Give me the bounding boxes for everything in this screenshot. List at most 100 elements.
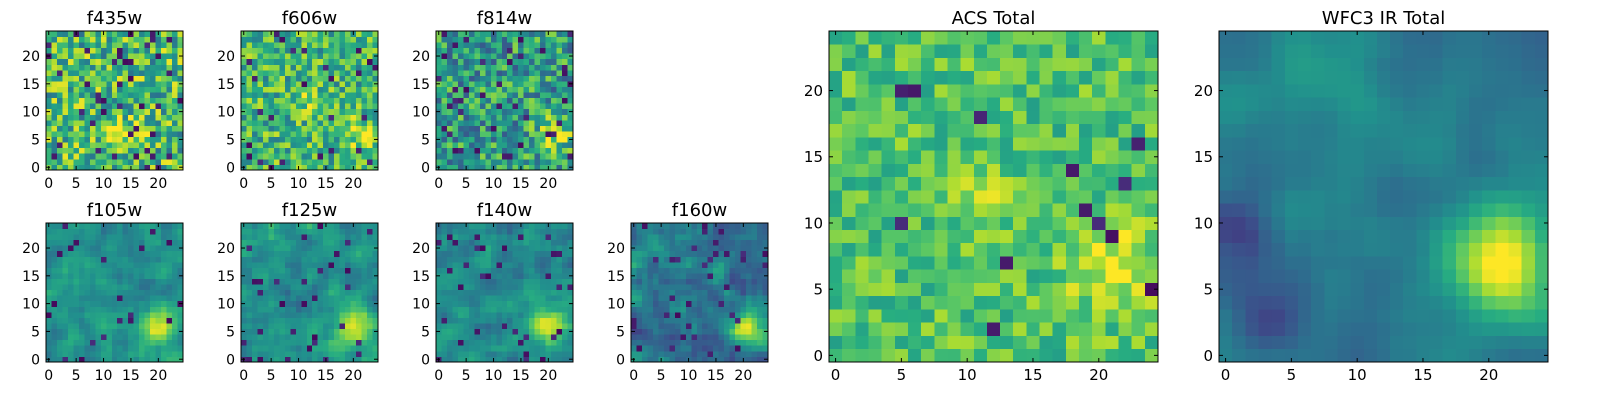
heatmap-cell [106, 148, 112, 154]
heatmap-cell [441, 234, 447, 240]
heatmap-cell [139, 240, 145, 246]
heatmap-cell [79, 148, 85, 154]
heatmap-cell [529, 142, 535, 148]
heatmap-cell [123, 31, 129, 37]
heatmap-cell [246, 31, 252, 37]
heatmap-cell [658, 279, 664, 285]
heatmap-cell [680, 240, 686, 246]
heatmap-cell [345, 273, 351, 279]
heatmap-cell [334, 53, 340, 59]
heatmap-cell [329, 301, 335, 307]
heatmap-cell [356, 290, 362, 296]
heatmap-cell [290, 148, 296, 154]
heatmap-cell [134, 279, 140, 285]
heatmap-cell [921, 163, 935, 177]
heatmap-cell [312, 109, 318, 115]
heatmap-cell [631, 312, 637, 318]
heatmap-cell [491, 279, 497, 285]
heatmap-cell [664, 284, 670, 290]
heatmap-cell [513, 159, 519, 165]
heatmap-cell [441, 279, 447, 285]
heatmap-cell [285, 92, 291, 98]
heatmap-cell [79, 75, 85, 81]
heatmap-cell [436, 351, 442, 357]
heatmap-cell [307, 153, 313, 159]
heatmap-cell [447, 53, 453, 59]
heatmap-cell [708, 223, 714, 229]
heatmap-cell [128, 48, 134, 54]
heatmap-cell [279, 240, 285, 246]
heatmap-cell [241, 234, 247, 240]
y-tick-label: 5 [31, 324, 40, 340]
heatmap-cell [345, 137, 351, 143]
heatmap-cell [318, 159, 324, 165]
heatmap-cell [491, 256, 497, 262]
heatmap-cell [686, 318, 692, 324]
heatmap-cell [150, 59, 156, 65]
heatmap-cell [491, 334, 497, 340]
heatmap-cell [529, 340, 535, 346]
heatmap-cell [73, 273, 79, 279]
heatmap-cell [735, 234, 741, 240]
heatmap-cell [447, 306, 453, 312]
heatmap-cell [172, 223, 178, 229]
heatmap-cell [79, 334, 85, 340]
heatmap-cell [474, 31, 480, 37]
heatmap-cell [150, 37, 156, 43]
heatmap-cell [974, 256, 988, 270]
heatmap-cell [90, 345, 96, 351]
heatmap-cell [730, 334, 736, 340]
heatmap-cell [752, 351, 758, 357]
heatmap-cell [829, 163, 843, 177]
heatmap-cell [507, 37, 513, 43]
heatmap-cell [675, 312, 681, 318]
heatmap-cell [285, 103, 291, 109]
heatmap-cell [112, 267, 118, 273]
heatmap-cell [106, 59, 112, 65]
heatmap-cell [145, 31, 151, 37]
heatmap-cell [307, 92, 313, 98]
heatmap-cell [340, 103, 346, 109]
heatmap-cell [513, 234, 519, 240]
heatmap-cell [1132, 163, 1146, 177]
heatmap-cell [274, 273, 280, 279]
heatmap-cell [485, 306, 491, 312]
heatmap-cell [362, 262, 368, 268]
heatmap-cell [296, 267, 302, 273]
heatmap-cell [307, 340, 313, 346]
heatmap-cell [664, 290, 670, 296]
heatmap-cell [524, 87, 530, 93]
heatmap-cell [290, 245, 296, 251]
heatmap-cell [112, 48, 118, 54]
heatmap-cell [274, 223, 280, 229]
heatmap-cell [112, 273, 118, 279]
heatmap-cell [340, 301, 346, 307]
heatmap-cell [279, 306, 285, 312]
heatmap-cell [106, 345, 112, 351]
heatmap-cell [134, 42, 140, 48]
heatmap-cell [351, 75, 357, 81]
heatmap-cell [150, 323, 156, 329]
heatmap-cell [117, 48, 123, 54]
heatmap-cell [318, 284, 324, 290]
heatmap-cell [480, 334, 486, 340]
heatmap-cell [62, 318, 68, 324]
heatmap-cell [90, 48, 96, 54]
heatmap-cell [90, 329, 96, 335]
heatmap-cell [735, 312, 741, 318]
heatmap-cell [79, 229, 85, 235]
heatmap-cell [246, 229, 252, 235]
heatmap-cell [167, 273, 173, 279]
heatmap-cell [524, 273, 530, 279]
heatmap-cell [263, 273, 269, 279]
heatmap-cell [518, 70, 524, 76]
heatmap-cell [312, 323, 318, 329]
heatmap-cell [145, 329, 151, 335]
heatmap-cell [139, 70, 145, 76]
heatmap-cell [340, 256, 346, 262]
heatmap-cell [757, 279, 763, 285]
heatmap-cell [546, 234, 552, 240]
heatmap-cell [161, 120, 167, 126]
heatmap-cell [829, 177, 843, 191]
heatmap-cell [436, 59, 442, 65]
